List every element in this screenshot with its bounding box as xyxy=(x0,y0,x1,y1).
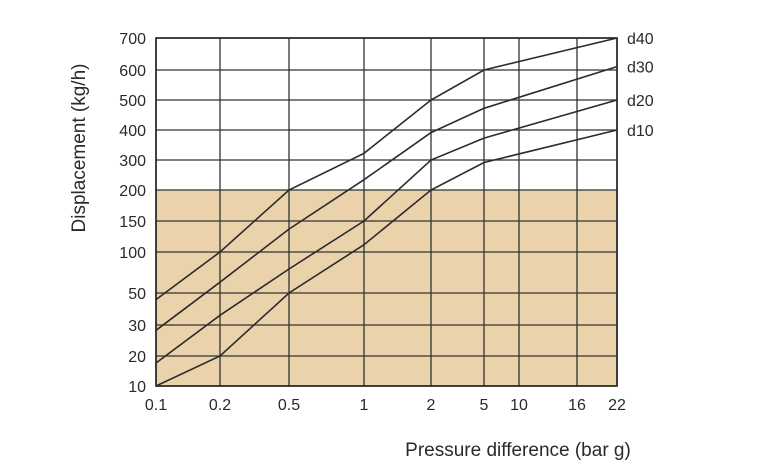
x-tick-label: 10 xyxy=(510,397,528,414)
y-tick-label: 200 xyxy=(119,183,146,200)
y-tick-labels: 10 20 30 50 100 150 200 300 400 500 600 700 xyxy=(119,31,146,396)
y-tick-label: 30 xyxy=(128,318,146,335)
series-labels: d40 d30 d20 d10 xyxy=(627,31,654,140)
series-lines xyxy=(155,37,618,387)
x-tick-label: 16 xyxy=(568,397,586,414)
y-tick-label: 400 xyxy=(119,123,146,140)
x-tick-label: 5 xyxy=(480,397,489,414)
series-label-d10: d10 xyxy=(627,123,654,140)
x-tick-label: 0.5 xyxy=(278,397,300,414)
y-tick-label: 150 xyxy=(119,214,146,231)
series-label-d30: d30 xyxy=(627,60,654,77)
series-label-d40: d40 xyxy=(627,31,654,48)
x-tick-label: 0.1 xyxy=(145,397,167,414)
x-tick-label: 0.2 xyxy=(209,397,231,414)
y-tick-label: 50 xyxy=(128,286,146,303)
y-tick-label: 300 xyxy=(119,153,146,170)
x-tick-label: 22 xyxy=(608,397,626,414)
x-tick-label: 2 xyxy=(427,397,436,414)
plot-frame xyxy=(155,37,618,387)
x-axis-title: Pressure difference (bar g) xyxy=(405,440,631,461)
y-tick-label: 600 xyxy=(119,63,146,80)
series-line-d40 xyxy=(155,37,618,301)
y-axis-title: Displacement (kg/h) xyxy=(69,64,90,233)
y-tick-label: 500 xyxy=(119,93,146,110)
series-line-d30 xyxy=(155,65,618,331)
series-line-d10 xyxy=(155,129,618,387)
x-tick-labels: 0.1 0.2 0.5 1 2 5 10 16 22 xyxy=(145,397,626,414)
y-tick-label: 20 xyxy=(128,349,146,366)
series-label-d20: d20 xyxy=(627,93,654,110)
shaded-region xyxy=(156,190,617,386)
x-tick-label: 1 xyxy=(360,397,369,414)
y-tick-label: 10 xyxy=(128,379,146,396)
series-line-d20 xyxy=(155,99,618,364)
y-tick-label: 700 xyxy=(119,31,146,48)
y-tick-label: 100 xyxy=(119,245,146,262)
